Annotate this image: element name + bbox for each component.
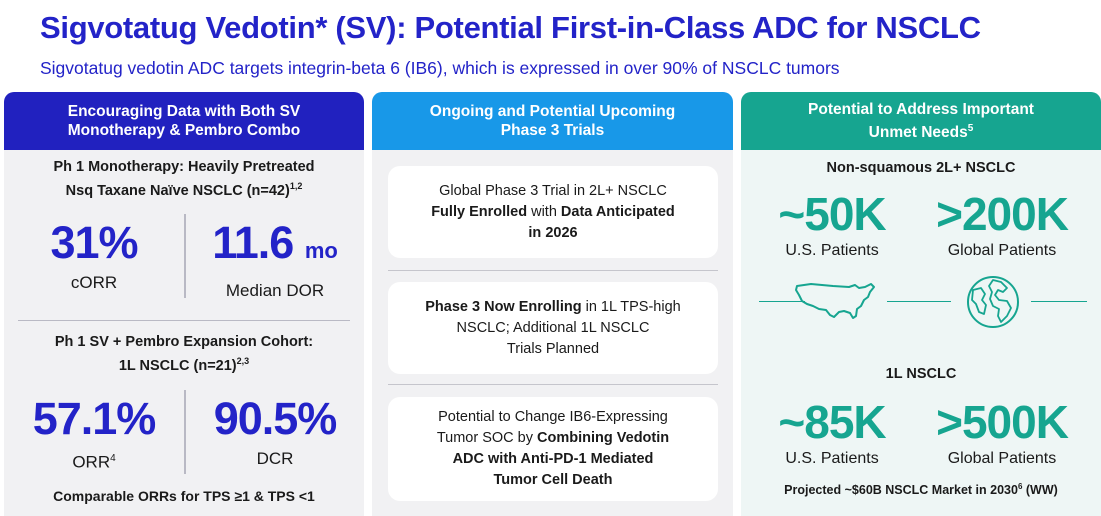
right-header-line1: Potential to Address Important: [808, 100, 1034, 118]
trial2-bold1: Phase 3 Now Enrolling: [425, 298, 582, 315]
mono-title-line2: Nsq Taxane Naïve NSCLC (n=42): [65, 182, 290, 199]
corr-stat: 31% cORR: [4, 219, 184, 293]
trial2-line3: Trials Planned: [506, 340, 600, 357]
trial1-line1: Global Phase 3 Trial in 2L+ NSCLC: [439, 182, 667, 199]
l1-us-value: ~85K: [778, 396, 886, 448]
median-dor-value: 11.6 mo: [212, 217, 338, 268]
trial3-bold3: Tumor Cell Death: [493, 472, 613, 488]
monotherapy-title: Ph 1 Monotherapy: Heavily Pretreated Nsq…: [4, 158, 364, 201]
mono-title-line1: Ph 1 Monotherapy: Heavily Pretreated: [53, 159, 315, 175]
l1-global-stat: >500K Global Patients: [917, 398, 1087, 468]
trial3-bold1: Combining Vedotin: [537, 430, 670, 446]
combo-title-line2: 1L NSCLC (n=21): [118, 357, 237, 374]
nsq-us-value: ~50K: [778, 188, 886, 240]
combo-title-line1: Ph 1 SV + Pembro Expansion Cohort:: [54, 334, 314, 350]
median-dor-label: Median DOR: [225, 281, 325, 300]
market-footnote: Projected ~$60B NSCLC Market in 20306 (W…: [784, 482, 1058, 498]
left-header-line1: Encouraging Data with Both SV: [67, 103, 301, 120]
mono-title-ref: 1,2: [289, 181, 303, 191]
mono-divider: [184, 214, 186, 298]
combo-title: Ph 1 SV + Pembro Expansion Cohort: 1L NS…: [4, 333, 364, 376]
nsq-global-stat: >200K Global Patients: [917, 190, 1087, 260]
trial3-bold2: ADC with Anti-PD-1 Mediated: [452, 451, 654, 467]
nsq-title: Non-squamous 2L+ NSCLC: [826, 160, 1016, 176]
orr-stat: 57.1% ORR4: [4, 395, 184, 473]
left-panel-header: Encouraging Data with Both SV Monotherap…: [4, 92, 364, 150]
dcr-label: DCR: [256, 449, 294, 468]
trial-card-combo: Potential to Change IB6-Expressing Tumor…: [388, 397, 718, 501]
median-dor-unit: mo: [304, 238, 338, 263]
l1-us-stat: ~85K U.S. Patients: [747, 398, 917, 468]
mid-separator-2: [388, 384, 718, 385]
l1-title: 1L NSCLC: [885, 366, 957, 382]
page-title: Sigvotatug Vedotin* (SV): Potential Firs…: [40, 10, 981, 45]
left-footnote: Comparable ORRs for TPS ≥1 & TPS <1: [53, 488, 315, 504]
middle-panel: Ongoing and Potential Upcoming Phase 3 T…: [372, 92, 733, 516]
right-teal-line: [1031, 301, 1087, 302]
globe-icon: [967, 276, 1019, 328]
left-teal-line: [759, 301, 805, 302]
corr-label: cORR: [70, 273, 118, 292]
right-panel-header: Potential to Address Important Unmet Nee…: [741, 92, 1101, 150]
mid-separator-1: [388, 270, 718, 271]
left-panel: Encouraging Data with Both SV Monotherap…: [4, 92, 364, 516]
center-teal-line: [887, 301, 951, 302]
trial-card-2l: Global Phase 3 Trial in 2L+ NSCLC Fully …: [388, 166, 718, 258]
market-footnote-ref: 6: [1017, 482, 1023, 491]
l1-global-label: Global Patients: [947, 450, 1057, 467]
right-header-line2: Unmet Needs: [868, 124, 968, 142]
corr-value: 31%: [50, 217, 138, 268]
middle-panel-header: Ongoing and Potential Upcoming Phase 3 T…: [372, 92, 733, 150]
median-dor-stat: 11.6 mo Median DOR: [186, 219, 364, 301]
l1-us-label: U.S. Patients: [785, 450, 879, 467]
nsq-global-label: Global Patients: [947, 242, 1057, 259]
dcr-stat: 90.5% DCR: [186, 395, 364, 469]
orr-label: ORR4: [72, 452, 116, 472]
usa-map-icon: [795, 283, 875, 319]
nsq-us-stat: ~50K U.S. Patients: [747, 190, 917, 260]
nsq-global-value: >200K: [936, 188, 1069, 240]
page-subtitle: Sigvotatug vedotin ADC targets integrin-…: [40, 58, 840, 78]
dcr-value: 90.5%: [213, 393, 338, 444]
trial1-bold2: Data Anticipated: [560, 203, 675, 220]
nsq-us-label: U.S. Patients: [785, 242, 879, 259]
orr-ref: 4: [110, 453, 116, 464]
mid-header-line2: Phase 3 Trials: [500, 122, 605, 139]
trial1-bold3: in 2026: [528, 224, 578, 241]
trial1-bold1: Fully Enrolled: [431, 203, 528, 220]
l1-global-value: >500K: [936, 396, 1069, 448]
left-section-divider: [18, 320, 350, 321]
left-header-line2: Monotherapy & Pembro Combo: [67, 122, 301, 139]
trial2-line2: NSCLC; Additional 1L NSCLC: [456, 319, 650, 336]
combo-divider: [184, 390, 186, 474]
right-header-ref: 5: [967, 122, 974, 134]
orr-value: 57.1%: [32, 393, 157, 444]
trial-card-1l: Phase 3 Now Enrolling in 1L TPS-high NSC…: [388, 282, 718, 374]
combo-title-ref: 2,3: [236, 356, 250, 366]
mid-header-line1: Ongoing and Potential Upcoming: [429, 103, 676, 120]
trial3-line1: Potential to Change IB6-Expressing: [438, 409, 668, 425]
right-panel: Potential to Address Important Unmet Nee…: [741, 92, 1101, 516]
